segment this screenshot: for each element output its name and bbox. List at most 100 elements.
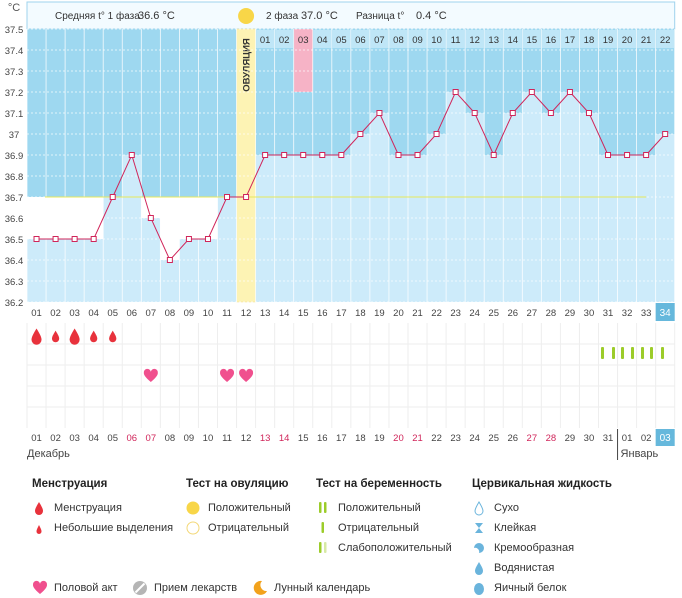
day-number-label: 02 xyxy=(279,35,290,46)
temperature-bar xyxy=(160,260,180,302)
pill-icon xyxy=(132,580,148,596)
temperature-point xyxy=(147,215,154,221)
temperature-point xyxy=(90,236,97,242)
cycle-day-label: 20 xyxy=(393,308,404,319)
small-drop-icon xyxy=(32,519,46,537)
day-number-label: 12 xyxy=(469,35,480,46)
temperature-point xyxy=(166,257,173,263)
legend-row: Небольшие выделения xyxy=(32,518,173,538)
temperature-bar xyxy=(503,113,523,302)
temperature-bar xyxy=(122,155,142,302)
day-number-cell xyxy=(599,30,618,48)
temperature-point xyxy=(528,89,535,95)
day-number-cell xyxy=(427,30,446,48)
day-number-label: 14 xyxy=(507,35,518,46)
legend-row: Отрицательный xyxy=(316,518,452,538)
day-number-label: 09 xyxy=(412,35,423,46)
legend-lunar: Лунный календарь xyxy=(252,580,370,596)
temperature-bar xyxy=(27,239,47,302)
phase1-label: Средняя t° 1 фаза xyxy=(55,10,140,22)
temperature-point xyxy=(128,152,135,158)
pregnancy-test-stripe xyxy=(601,347,604,359)
legend-item-label: Отрицательный xyxy=(338,522,419,534)
temperature-bar xyxy=(636,155,656,302)
month-next-label: Январь xyxy=(621,448,659,460)
cycle-day-label: 01 xyxy=(31,308,42,319)
diff-label: Разница t° xyxy=(356,11,404,22)
calendar-date-label: 26 xyxy=(507,433,518,444)
temperature-point xyxy=(643,152,650,158)
legend-row: Кремообразная xyxy=(472,538,612,558)
calendar-date-label: 05 xyxy=(107,433,118,444)
cycle-day-label: 18 xyxy=(355,308,366,319)
today-marker xyxy=(655,303,675,321)
temperature-point xyxy=(33,236,40,242)
temperature-point xyxy=(605,152,612,158)
faint-stripe-icon xyxy=(316,539,330,557)
day-number-cell xyxy=(579,30,598,48)
temperature-bar xyxy=(255,155,275,302)
cycle-day-label: 08 xyxy=(165,308,176,319)
cycle-day-label: 15 xyxy=(298,308,309,319)
legend-ovulation-test: Тест на овуляцию Положительный Отрицател… xyxy=(186,478,291,538)
calendar-date-label: 29 xyxy=(565,433,576,444)
calendar-date-label: 19 xyxy=(374,433,385,444)
calendar-date-label: 11 xyxy=(222,433,232,444)
temperature-point xyxy=(262,152,269,158)
temperature-point xyxy=(71,236,78,242)
temperature-bar xyxy=(408,155,428,302)
cycle-day-label: 13 xyxy=(260,308,271,319)
ovulation-sun-icon xyxy=(238,8,255,24)
menstruation-drop-icon xyxy=(90,330,98,343)
chart-header-band xyxy=(26,1,676,30)
legend-pregnancy-title: Тест на беременность xyxy=(316,478,442,490)
calendar-date-label: 28 xyxy=(546,433,557,444)
calendar-date-label: 08 xyxy=(165,433,176,444)
calendar-date-label: 17 xyxy=(336,433,347,444)
day-number-label: 17 xyxy=(565,35,576,46)
day-number-cell xyxy=(351,30,370,48)
cycle-day-label: 12 xyxy=(241,308,252,319)
day-number-label: 19 xyxy=(603,35,614,46)
pregnancy-test-stripe xyxy=(661,347,664,359)
calendar-date-label: 07 xyxy=(146,433,157,444)
day-number-label: 21 xyxy=(641,35,652,46)
cycle-day-label: 23 xyxy=(450,308,461,319)
calendar-date-label: 27 xyxy=(527,433,538,444)
watery-drop-icon xyxy=(472,559,486,577)
blood-drop-icon xyxy=(32,499,46,517)
legend-intercourse: Половой акт xyxy=(32,580,118,596)
legend-fluid-title: Цервикальная жидкость xyxy=(472,478,612,490)
calendar-date-label: 06 xyxy=(126,433,137,444)
day-number-label: 06 xyxy=(355,35,366,46)
legend-item-label: Яичный белок xyxy=(494,582,567,594)
cycle-day-label: 34 xyxy=(660,308,672,319)
day-number-cell xyxy=(294,30,313,48)
temperature-point xyxy=(662,131,669,137)
y-tick-label: 37 xyxy=(9,130,20,141)
day-number-cell xyxy=(408,30,427,48)
temperature-point xyxy=(395,152,402,158)
calendar-date-label: 15 xyxy=(298,433,309,444)
temperature-point xyxy=(414,152,421,158)
temperature-bar xyxy=(369,113,389,302)
diff-value: 0.4 °C xyxy=(416,10,447,22)
y-tick-label: 37.3 xyxy=(5,67,24,78)
cycle-day-label: 10 xyxy=(203,308,214,319)
legend-cervical-fluid: Цервикальная жидкость Сухо Клейкая Кремо… xyxy=(472,478,612,598)
cycle-day-label: 07 xyxy=(146,308,157,319)
temperature-bar xyxy=(484,155,504,302)
day-number-cell xyxy=(370,30,389,48)
calendar-date-label: 24 xyxy=(469,433,480,444)
cycle-day-label: 04 xyxy=(88,308,99,319)
calendar-date-label: 04 xyxy=(88,433,99,444)
temperature-point xyxy=(490,152,497,158)
day-number-label: 10 xyxy=(431,35,442,46)
legend-row: Сухо xyxy=(472,498,612,518)
cycle-day-label: 09 xyxy=(184,308,195,319)
calendar-date-label: 14 xyxy=(279,433,290,444)
temperature-bar xyxy=(541,113,561,302)
cycle-day-label: 25 xyxy=(488,308,499,319)
y-tick-label: 36.4 xyxy=(5,256,24,267)
calendar-date-label: 21 xyxy=(412,433,423,444)
